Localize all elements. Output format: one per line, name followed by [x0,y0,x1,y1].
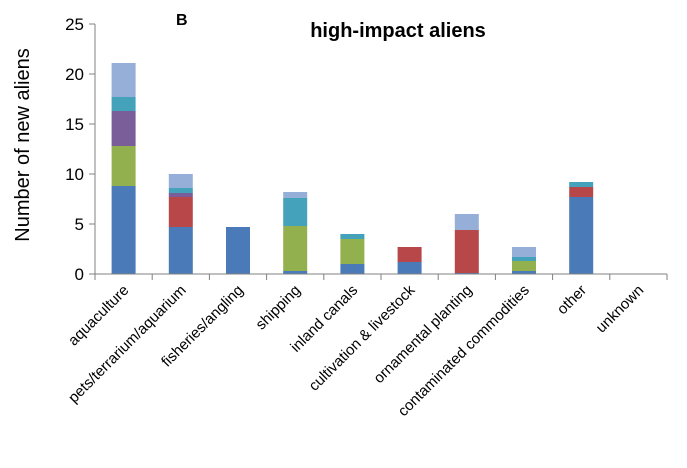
bar-segment [111,186,136,274]
bar-segment [512,271,536,274]
panel-label: B [176,12,188,29]
bar-segment [111,63,136,97]
bar-segment [168,174,193,188]
y-tick-label: 10 [65,165,84,184]
bar-segment [569,187,594,197]
bar-segment [340,264,365,274]
y-tick-label: 25 [65,15,84,34]
bar-segment [397,262,422,274]
bars [111,63,594,274]
bar-segment [283,198,308,226]
x-tick-label: unknown [593,282,647,336]
bar-segment [340,234,365,239]
y-axis: 0 5 10 15 20 25 [65,15,96,284]
bar-segment [569,197,594,274]
y-tick-label: 0 [75,265,84,284]
x-tick-label: shipping [252,282,304,334]
bar-segment [397,247,422,262]
bar-segment [168,188,193,193]
bar-segment [283,192,308,198]
bar-segment [512,257,536,261]
bar-segment [111,146,136,186]
bar-segment [569,182,594,187]
bar-segment [111,97,136,111]
x-tick-label: ornamental planting [370,282,475,387]
x-axis: aquaculturepets/terrarium/aquariumfisher… [65,273,668,420]
bar-segment [512,261,536,271]
y-axis-label: Number of new aliens [12,48,34,241]
bar-segment [111,111,136,146]
bar-segment [168,193,193,197]
y-tick-label: 15 [65,115,84,134]
bar-segment [454,214,479,230]
y-tick-label: 5 [75,215,84,234]
bar-segment [340,239,365,264]
bar-segment [168,227,193,274]
bar-segment [512,247,536,257]
bar-segment [454,230,479,273]
bar-segment [226,227,250,274]
bar-segment [283,271,308,274]
chart-title: high-impact aliens [310,20,486,42]
x-tick-label: pets/terrarium/aquarium [65,282,190,407]
bar-segment [283,226,308,271]
x-tick-label: other [554,282,590,318]
y-tick-label: 20 [65,65,84,84]
bar-segment [168,197,193,227]
x-tick-label: cultivation & livestock [306,281,419,394]
